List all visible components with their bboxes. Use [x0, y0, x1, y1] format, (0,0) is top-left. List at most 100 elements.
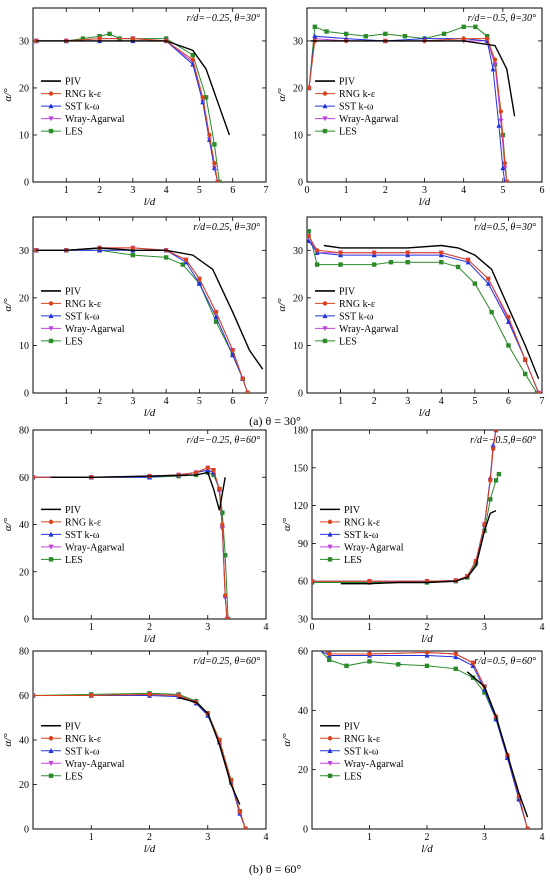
panel-annotation: r/d=0.5, θ=30°	[474, 222, 536, 233]
x-axis-label: l/d	[144, 407, 156, 419]
data-point-rng-k	[190, 57, 195, 62]
data-point-sst-k	[312, 645, 317, 650]
data-point-rng-k	[502, 160, 507, 166]
series-wray-agarwal	[33, 465, 230, 619]
x-tick-label: 4	[264, 832, 269, 843]
legend-label-rng-k: RNG k-ε	[65, 299, 101, 310]
data-point-rng-k	[405, 250, 410, 255]
data-point-rng-k	[215, 179, 220, 182]
legend-label-rng-k: RNG k-ε	[65, 734, 101, 745]
data-point-rng-k	[183, 257, 189, 263]
data-point-rng-k	[211, 467, 216, 473]
data-point-les	[163, 255, 169, 260]
legend-marker-sst-k	[322, 103, 328, 109]
data-point-rng-k	[465, 257, 471, 263]
legend-marker-wray-agarwal	[322, 326, 328, 332]
series-piv	[310, 40, 516, 117]
plot-frame	[32, 7, 267, 183]
legend-label-piv: PIV	[65, 505, 82, 516]
x-tick-label: 6	[230, 185, 235, 196]
x-tick-label: 2	[147, 832, 152, 843]
data-point-sst-k	[496, 122, 502, 128]
data-point-wray-agarwal	[492, 62, 498, 68]
data-point-les	[203, 95, 209, 100]
panel-annotation: r/d=−0.25, θ=30°	[187, 13, 260, 24]
caption-a: (a) θ = 30°	[249, 414, 301, 428]
legend-label-piv: PIV	[65, 77, 82, 88]
data-point-rng-k	[486, 276, 491, 282]
series-area	[312, 643, 531, 829]
data-point-les	[327, 657, 332, 663]
series-area	[312, 430, 502, 585]
legend-label-wray-agarwal: Wray-Agarwal	[65, 114, 125, 125]
data-point-les	[363, 34, 368, 39]
data-point-sst-k	[490, 66, 496, 72]
data-point-les	[489, 309, 494, 315]
series-sst-k	[312, 430, 499, 584]
legend-marker-sst-k	[327, 531, 333, 537]
legend-label-rng-k: RNG k-ε	[65, 89, 101, 100]
series-piv	[340, 509, 497, 585]
y-tick-label: 0	[303, 825, 308, 836]
data-point-les	[338, 262, 343, 267]
data-point-rng-k	[424, 651, 430, 655]
series-area	[307, 229, 542, 393]
data-point-rng-k	[307, 85, 312, 91]
data-point-sst-k	[500, 165, 506, 171]
series-rng-k	[33, 692, 248, 829]
legend-marker-rng-k	[327, 736, 333, 741]
x-tick-label: 6	[506, 396, 511, 407]
data-point-rng-k	[506, 314, 511, 320]
data-point-rng-k	[313, 643, 317, 647]
y-tick-label: 20	[293, 293, 303, 304]
data-point-les	[482, 690, 487, 695]
data-point-rng-k	[470, 660, 476, 666]
y-tick-label: 20	[19, 780, 29, 791]
x-axis-label: l/d	[419, 407, 431, 419]
series-wray-agarwal	[312, 430, 498, 584]
x-tick-label: 3	[482, 622, 487, 633]
y-tick-label: 30	[298, 615, 308, 626]
data-point-les	[314, 262, 320, 267]
series-rng-k	[312, 430, 499, 584]
y-axis-label: α/°	[276, 88, 288, 102]
x-tick-label: 1	[64, 185, 69, 196]
y-axis-label: α/°	[281, 733, 293, 747]
y-axis-label: α/°	[2, 517, 14, 531]
y-axis-label: α/°	[2, 88, 14, 102]
data-point-rng-k	[224, 616, 230, 619]
legend-label-sst-k: SST k-ω	[339, 311, 374, 322]
data-point-les	[213, 319, 219, 324]
series-line-wray-agarwal	[33, 467, 228, 619]
y-tick-label: 0	[24, 389, 29, 400]
panel-annotation: r/d=−0.5, θ=30°	[468, 13, 536, 24]
legend-marker-rng-k	[327, 519, 333, 525]
y-tick-label: 30	[293, 36, 303, 47]
data-point-rng-k	[197, 276, 202, 282]
x-tick-label: 1	[64, 396, 69, 407]
y-tick-label: 150	[293, 463, 308, 474]
data-point-rng-k	[367, 651, 372, 657]
data-point-rng-k	[147, 692, 152, 697]
data-point-rng-k	[307, 233, 311, 239]
series-line-sst-k	[33, 695, 247, 829]
x-tick-label: 1	[338, 396, 343, 407]
legend-label-rng-k: RNG k-ε	[339, 89, 375, 100]
data-point-sst-k	[312, 33, 318, 39]
legend-marker-sst-k	[322, 313, 328, 319]
legend-marker-wray-agarwal	[48, 544, 54, 550]
data-point-rng-k	[461, 36, 466, 41]
series-wray-agarwal	[307, 36, 510, 182]
data-point-les	[220, 510, 225, 515]
series-piv	[50, 471, 226, 511]
data-point-les	[223, 553, 228, 558]
y-tick-label: 180	[293, 426, 308, 437]
y-tick-label: 60	[298, 647, 308, 658]
y-tick-label: 80	[19, 647, 29, 658]
data-point-rng-k	[33, 475, 36, 480]
data-point-les	[461, 24, 466, 30]
data-point-sst-k	[505, 318, 511, 324]
